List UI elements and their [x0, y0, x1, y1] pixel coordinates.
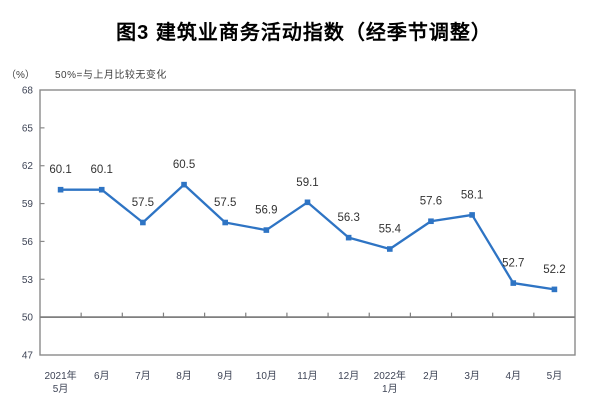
x-axis-label: 2022年 — [374, 369, 406, 382]
x-axis-label: 7月 — [135, 370, 151, 382]
reference-note: 50%=与上月比较无变化 — [55, 70, 167, 81]
data-point-marker — [469, 212, 475, 218]
y-axis-unit-label: （%） — [6, 70, 35, 81]
x-axis-label: 8月 — [176, 370, 192, 382]
y-axis-label: 68 — [22, 86, 34, 97]
chart-title: 图3 建筑业商务活动指数（经季节调整） — [116, 22, 492, 44]
data-point-label: 58.1 — [461, 189, 483, 201]
x-axis-label: 5月 — [547, 370, 563, 382]
y-axis-label: 62 — [22, 161, 34, 172]
x-axis-label: 1月 — [382, 383, 398, 395]
y-axis-label: 65 — [22, 123, 34, 134]
x-axis-label: 5月 — [53, 383, 69, 395]
data-point-marker — [345, 234, 352, 241]
x-axis-label: 11月 — [297, 370, 317, 382]
data-point-label: 60.1 — [49, 164, 71, 176]
x-axis-label: 6月 — [94, 370, 110, 382]
x-axis-label: 4月 — [505, 370, 521, 382]
data-point-marker — [98, 186, 105, 193]
data-point-label: 52.7 — [502, 258, 524, 270]
data-point-label: 60.5 — [173, 159, 195, 171]
data-point-marker — [140, 219, 146, 226]
data-point-label: 60.1 — [91, 164, 113, 176]
data-point-marker — [510, 280, 517, 286]
y-axis-label: 59 — [22, 199, 34, 210]
data-point-label: 56.3 — [337, 212, 359, 224]
data-point-marker — [263, 227, 270, 233]
data-point-label: 59.1 — [296, 177, 318, 189]
x-axis-label: 2月 — [423, 370, 439, 382]
x-axis-label: 2021年 — [44, 369, 76, 382]
data-point-label: 52.2 — [543, 264, 565, 276]
data-point-marker — [428, 218, 434, 225]
data-point-marker — [387, 246, 393, 252]
y-axis-label: 50 — [22, 313, 34, 324]
data-point-marker — [181, 181, 187, 188]
plot-border — [39, 89, 576, 356]
data-point-marker — [551, 286, 558, 293]
data-point-label: 57.6 — [420, 196, 442, 208]
data-point-label: 56.9 — [255, 205, 277, 217]
y-axis-label: 47 — [22, 351, 34, 362]
data-point-marker — [304, 199, 311, 206]
x-axis-label: 12月 — [338, 370, 359, 382]
data-point-label: 55.4 — [379, 224, 402, 236]
y-axis-label: 56 — [22, 237, 34, 248]
y-axis-label: 53 — [22, 275, 34, 286]
x-axis-label: 3月 — [464, 370, 480, 382]
data-point-label: 57.5 — [214, 197, 236, 209]
data-point-marker — [222, 219, 228, 226]
data-point-marker — [57, 186, 64, 193]
x-axis-label: 10月 — [256, 370, 277, 382]
data-point-label: 57.5 — [132, 197, 154, 209]
x-axis-label: 9月 — [217, 370, 233, 382]
